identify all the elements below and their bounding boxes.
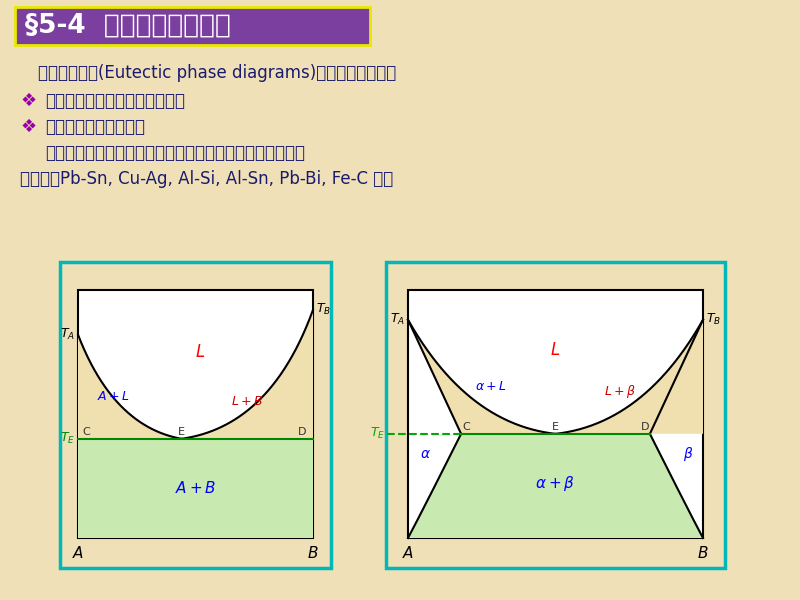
Text: D: D: [640, 422, 649, 432]
Text: C: C: [462, 422, 470, 432]
Text: A: A: [73, 545, 83, 560]
Polygon shape: [408, 434, 703, 538]
Text: $L + B$: $L + B$: [231, 395, 263, 408]
Text: 在固态二组元有限溶解: 在固态二组元有限溶解: [45, 118, 145, 136]
Bar: [386, 262, 725, 568]
Text: C: C: [82, 427, 90, 437]
Text: $T_E$: $T_E$: [60, 431, 75, 446]
Text: $A + L$: $A + L$: [97, 390, 130, 403]
Text: $T_B$: $T_B$: [706, 312, 721, 328]
Text: 二元共晶相图(Eutectic phase diagrams)有两种基本形式：: 二元共晶相图(Eutectic phase diagrams)有两种基本形式：: [38, 64, 396, 82]
Polygon shape: [78, 439, 313, 538]
Text: $T_B$: $T_B$: [316, 302, 331, 317]
Text: $L + \beta$: $L + \beta$: [605, 383, 636, 400]
Text: $T_E$: $T_E$: [370, 426, 386, 442]
Polygon shape: [78, 335, 182, 439]
Bar: [60, 262, 331, 568]
Polygon shape: [182, 310, 313, 439]
Text: 后一种形式是常见的共晶相图。金属材料中具有共晶相图的: 后一种形式是常见的共晶相图。金属材料中具有共晶相图的: [45, 144, 305, 162]
Text: $\alpha + \beta$: $\alpha + \beta$: [535, 474, 575, 493]
Text: ❖: ❖: [20, 118, 36, 136]
Text: $\alpha$: $\alpha$: [420, 446, 431, 461]
Bar: [78, 290, 313, 538]
Text: $A + B$: $A + B$: [174, 481, 216, 496]
Text: $\beta$: $\beta$: [683, 445, 694, 463]
Text: E: E: [178, 427, 185, 437]
Text: 在固态时二组元完全不相互溶解: 在固态时二组元完全不相互溶解: [45, 92, 185, 110]
Text: E: E: [552, 422, 559, 432]
Text: A: A: [403, 545, 413, 560]
Bar: [15, 7, 370, 45]
Text: $L$: $L$: [550, 341, 561, 359]
Bar: [408, 290, 703, 538]
Text: $L$: $L$: [195, 343, 206, 361]
Text: $T_A$: $T_A$: [390, 312, 405, 328]
Text: ❖: ❖: [20, 92, 36, 110]
Text: B: B: [698, 545, 708, 560]
Text: D: D: [298, 427, 306, 437]
Text: §5-4  二元共晶合金相图: §5-4 二元共晶合金相图: [25, 13, 231, 39]
Text: $T_A$: $T_A$: [60, 327, 75, 342]
Text: 合金系有Pb-Sn, Cu-Ag, Al-Si, Al-Sn, Pb-Bi, Fe-C 等。: 合金系有Pb-Sn, Cu-Ag, Al-Si, Al-Sn, Pb-Bi, F…: [20, 170, 394, 188]
Text: $\alpha + L$: $\alpha + L$: [474, 380, 506, 393]
Polygon shape: [408, 320, 555, 434]
Polygon shape: [555, 320, 703, 434]
Text: B: B: [308, 545, 318, 560]
